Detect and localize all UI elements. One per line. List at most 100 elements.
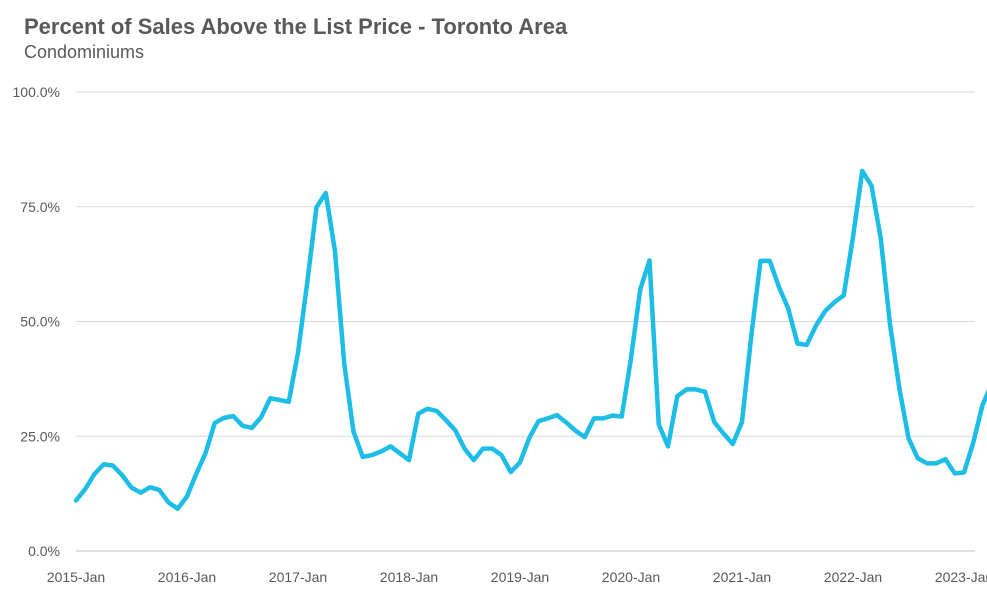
data-point: [555, 413, 559, 417]
data-point: [916, 456, 920, 460]
data-point: [944, 457, 948, 461]
data-point: [250, 426, 254, 430]
data-point: [629, 356, 633, 360]
data-point: [685, 387, 689, 391]
data-point: [620, 415, 624, 419]
data-point: [833, 300, 837, 304]
y-tick-label: 25.0%: [20, 428, 60, 444]
series-line: [73, 168, 987, 512]
data-point: [740, 420, 744, 424]
data-point: [148, 485, 152, 489]
y-axis-ticks: 0.0% 25.0% 50.0% 75.0% 100.0%: [13, 84, 60, 559]
data-point: [278, 398, 282, 402]
data-point: [805, 343, 809, 347]
data-point: [463, 447, 467, 451]
data-point: [657, 422, 661, 426]
x-tick-label: 2018-Jan: [380, 569, 438, 585]
series-layer: [73, 168, 987, 512]
data-point: [574, 429, 578, 433]
data-point: [962, 471, 966, 475]
data-point: [453, 428, 457, 432]
data-point: [426, 407, 430, 411]
data-point: [749, 334, 753, 338]
data-point: [222, 416, 226, 420]
data-point: [509, 470, 513, 474]
data-point: [472, 458, 476, 462]
y-tick-label: 50.0%: [20, 314, 60, 330]
x-tick-label: 2019-Jan: [491, 569, 549, 585]
y-tick-label: 75.0%: [20, 199, 60, 215]
data-point: [481, 447, 485, 451]
data-point: [379, 449, 383, 453]
x-tick-label: 2020-Jan: [602, 569, 660, 585]
data-point: [981, 403, 985, 407]
data-point: [666, 444, 670, 448]
data-point: [167, 500, 171, 504]
x-tick-label: 2016-Jan: [158, 569, 216, 585]
data-point: [768, 259, 772, 263]
data-point: [860, 169, 864, 173]
data-point: [842, 293, 846, 297]
data-point: [194, 472, 198, 476]
data-point: [777, 285, 781, 289]
x-axis-ticks: 2015-Jan 2016-Jan 2017-Jan 2018-Jan 2019-Jan…: [47, 569, 987, 585]
data-point: [611, 414, 615, 418]
data-point: [527, 436, 531, 440]
data-point: [444, 418, 448, 422]
data-point: [305, 280, 309, 284]
data-point: [786, 307, 790, 311]
data-point: [759, 259, 763, 263]
data-point: [888, 322, 892, 326]
data-point: [287, 400, 291, 404]
data-point: [139, 491, 143, 495]
x-tick-label: 2017-Jan: [269, 569, 327, 585]
data-point: [407, 458, 411, 462]
data-point: [814, 324, 818, 328]
data-point: [712, 420, 716, 424]
data-point: [537, 419, 541, 423]
data-point: [130, 486, 134, 490]
data-point: [120, 473, 124, 477]
data-point: [370, 453, 374, 457]
data-point: [907, 436, 911, 440]
data-point: [204, 451, 208, 455]
data-point: [389, 444, 393, 448]
data-point: [259, 415, 263, 419]
data-point: [241, 424, 245, 428]
data-point: [213, 421, 217, 425]
data-point: [231, 414, 235, 418]
chart-title: Percent of Sales Above the List Price - …: [24, 14, 568, 39]
data-point: [315, 205, 319, 209]
data-point: [694, 387, 698, 391]
data-point: [352, 430, 356, 434]
data-point: [583, 435, 587, 439]
data-point: [342, 362, 346, 366]
data-point: [324, 191, 328, 195]
data-point: [176, 507, 180, 511]
data-point: [648, 258, 652, 262]
data-point: [638, 287, 642, 291]
data-point: [897, 386, 901, 390]
data-point: [490, 447, 494, 451]
data-point: [546, 416, 550, 420]
data-point: [971, 441, 975, 445]
x-tick-label: 2022-Jan: [824, 569, 882, 585]
data-point: [703, 390, 707, 394]
data-point: [953, 471, 957, 475]
data-point: [435, 409, 439, 413]
data-point: [934, 461, 938, 465]
data-point: [925, 461, 929, 465]
data-point: [731, 442, 735, 446]
data-point: [500, 453, 504, 457]
data-point: [796, 342, 800, 346]
data-point: [518, 460, 522, 464]
data-point: [722, 431, 726, 435]
data-point: [851, 235, 855, 239]
data-point: [74, 499, 78, 503]
gridlines: [76, 91, 975, 552]
data-point: [93, 472, 97, 476]
data-point: [879, 236, 883, 240]
data-point: [398, 451, 402, 455]
x-tick-label: 2015-Jan: [47, 569, 105, 585]
